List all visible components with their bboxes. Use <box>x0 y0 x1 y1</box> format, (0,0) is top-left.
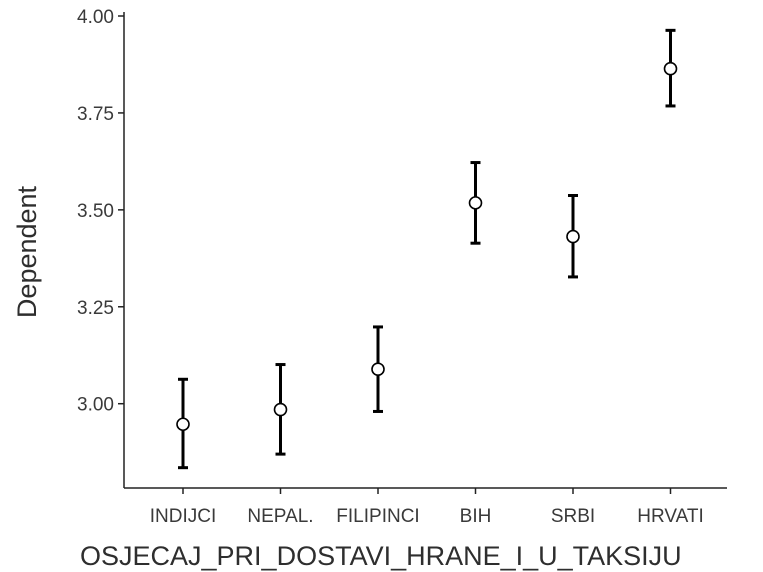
x-tick-label: HRVATI <box>637 506 704 527</box>
x-tick-label: BIH <box>460 506 492 527</box>
mean-point <box>468 196 483 210</box>
mean-point <box>273 402 288 417</box>
error-bar-marks <box>176 28 678 470</box>
error-bar <box>663 28 678 108</box>
y-tick-label: 3.75 <box>77 104 114 125</box>
x-axis-ticks: INDIJCI NEPAL. FILIPINCI BIH SRBI HRVATI <box>150 488 704 527</box>
error-bar <box>371 325 385 413</box>
y-tick-label: 3.50 <box>77 201 114 222</box>
y-tick-label: 4.00 <box>77 7 114 28</box>
mean-point <box>176 417 190 432</box>
y-tick-label: 3.00 <box>77 395 114 416</box>
mean-point <box>663 61 678 76</box>
mean-point <box>371 362 385 376</box>
x-tick-label: FILIPINCI <box>336 506 419 527</box>
x-tick-label: NEPAL. <box>247 506 313 527</box>
y-axis-ticks: 3.00 3.25 3.50 3.75 4.00 <box>77 7 124 416</box>
mean-point <box>566 229 580 244</box>
error-bar <box>176 377 190 470</box>
error-bar <box>273 363 288 456</box>
error-bar <box>566 194 580 279</box>
x-tick-label: INDIJCI <box>150 506 217 527</box>
error-bar <box>468 161 483 245</box>
y-axis-title: Dependent <box>12 185 42 318</box>
y-tick-label: 3.25 <box>77 298 114 319</box>
x-tick-label: SRBI <box>551 506 595 527</box>
x-axis-title: OSJECAJ_PRI_DOSTAVI_HRANE_I_U_TAKSIJU <box>80 541 682 571</box>
